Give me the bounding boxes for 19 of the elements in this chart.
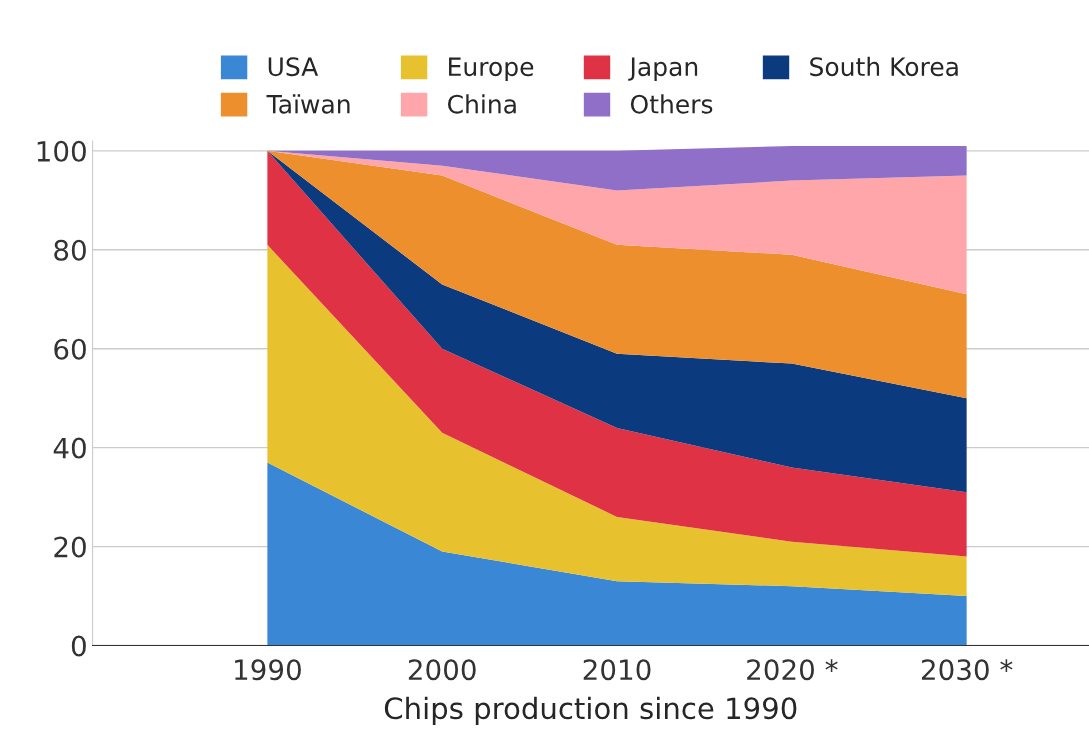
y-tick-label: 0 xyxy=(71,635,86,657)
y-tick-label: 80 xyxy=(54,239,86,261)
legend-label: South Korea xyxy=(810,56,958,77)
x-tick-label: 1990 xyxy=(235,659,301,681)
y-tick-label: 40 xyxy=(53,437,86,459)
x-tick-label: 2010 xyxy=(583,659,651,681)
y-tick-label: 100 xyxy=(37,140,86,162)
x-tick-label: 2030 * xyxy=(921,659,1013,681)
legend-label: Taïwan xyxy=(266,94,350,114)
legend-label: USA xyxy=(268,57,319,77)
legend-label: Europe xyxy=(449,57,534,82)
legend-label: Japan xyxy=(628,57,698,82)
legend-label: Others xyxy=(630,94,713,114)
x-tick-label: 2020 * xyxy=(747,659,838,681)
y-tick-label: 60 xyxy=(54,338,86,360)
x-axis-title: Chips production since 1990 xyxy=(384,696,797,725)
x-tick-label: 2000 xyxy=(408,659,476,681)
legend-label: China xyxy=(448,94,516,114)
y-tick-label: 20 xyxy=(54,536,86,558)
